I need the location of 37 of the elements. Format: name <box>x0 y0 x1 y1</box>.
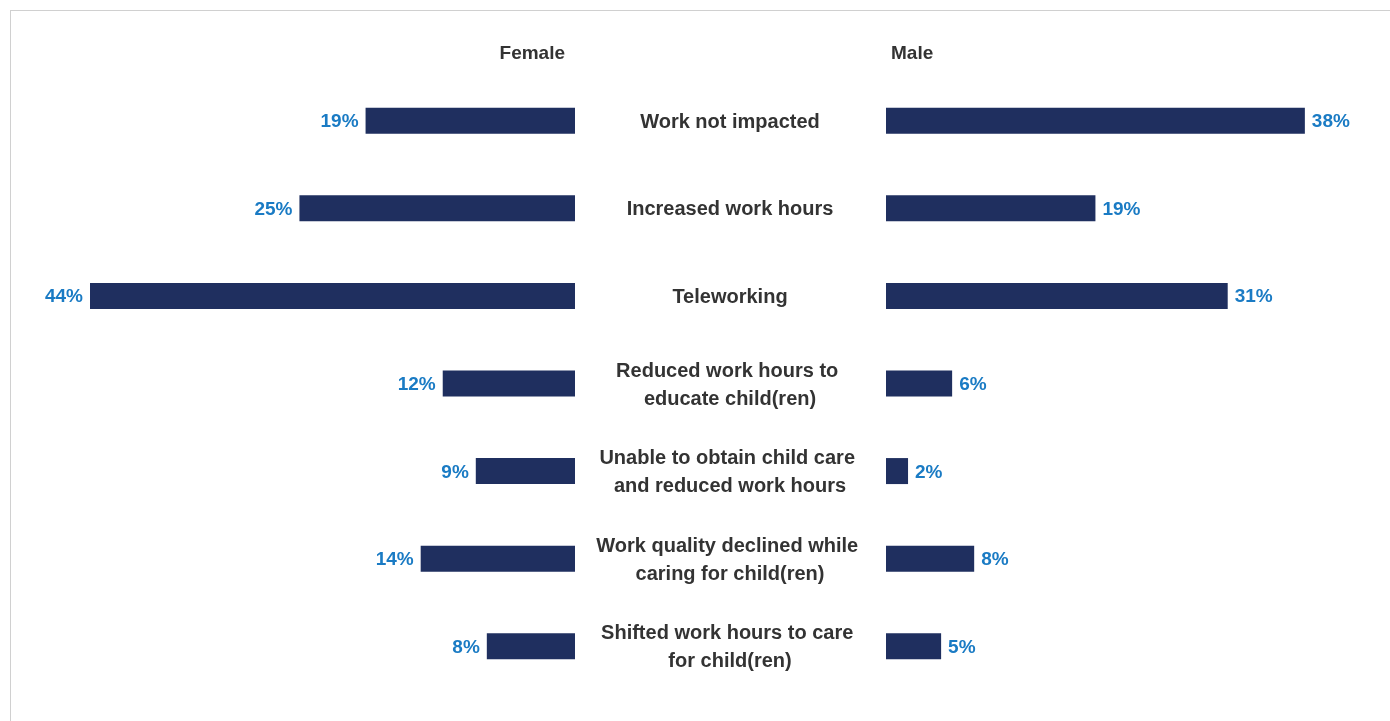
data-label: 31% <box>1234 285 1273 307</box>
data-label: 8% <box>452 635 480 657</box>
data-label: 25% <box>254 197 293 219</box>
data-label: 19% <box>320 110 359 132</box>
y-tick-label: Work quality declined while caring for child(ren) <box>596 533 864 584</box>
y-tick-label: Shifted work hours to care for child(ren) <box>601 621 859 672</box>
bar <box>886 107 1305 134</box>
bar <box>886 195 1096 222</box>
data-label: 19% <box>1102 197 1141 219</box>
bar <box>90 282 575 309</box>
bar <box>886 633 942 660</box>
data-label: 14% <box>375 548 414 570</box>
bar <box>886 370 953 397</box>
data-label: 44% <box>44 285 84 307</box>
bar <box>299 195 575 222</box>
data-label: 2% <box>915 460 943 482</box>
bar <box>886 458 909 485</box>
data-label: 5% <box>948 635 976 657</box>
chart-title: Female <box>499 42 565 63</box>
data-label: 12% <box>397 373 436 394</box>
data-label: 9% <box>441 460 469 482</box>
bar <box>886 545 975 572</box>
bar <box>420 545 575 572</box>
y-tick-label: Reduced work hours to educate child(ren) <box>616 358 844 409</box>
bar <box>486 633 575 660</box>
bar <box>442 370 575 397</box>
chart-title: Male <box>891 42 934 63</box>
data-label: 8% <box>981 548 1009 570</box>
y-tick-label: Work not impacted <box>640 109 820 132</box>
bar <box>365 107 575 134</box>
bar <box>475 458 575 485</box>
y-tick-label: Teleworking <box>672 284 788 307</box>
y-tick-label: Unable to obtain child care and reduced work hours <box>599 446 861 497</box>
data-label: 38% <box>1311 110 1350 132</box>
y-tick-label: Increased work hours <box>626 197 834 220</box>
data-label: 6% <box>959 373 987 394</box>
bar <box>886 282 1228 309</box>
